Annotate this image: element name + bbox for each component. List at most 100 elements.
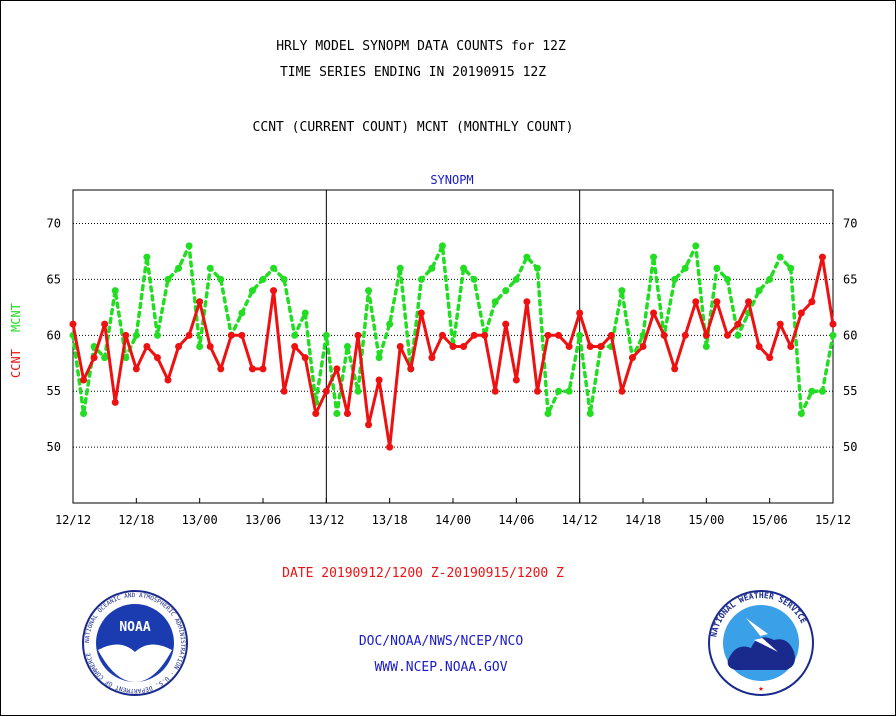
data-point-mcnt [713, 264, 721, 272]
data-point-ccnt [354, 331, 362, 339]
data-point-ccnt [755, 343, 763, 350]
data-point-ccnt [164, 376, 172, 384]
data-point-ccnt [460, 343, 468, 350]
y-axis-label-ccnt: CCNT [9, 349, 23, 378]
y-tick-label-left: 70 [47, 217, 61, 231]
data-point-ccnt [217, 365, 225, 373]
x-tick-label: 12/12 [55, 513, 91, 527]
data-point-mcnt [470, 275, 478, 283]
y-tick-label-right: 60 [843, 328, 857, 342]
data-point-ccnt [111, 398, 119, 406]
date-range-label: DATE 20190912/1200 Z-20190915/1200 Z [282, 566, 564, 581]
data-point-ccnt [227, 331, 235, 339]
data-point-mcnt [333, 410, 341, 418]
data-point-mcnt [196, 343, 204, 350]
data-point-mcnt [681, 264, 689, 272]
data-point-mcnt [354, 387, 362, 395]
data-point-ccnt [660, 331, 668, 339]
data-point-mcnt [291, 331, 299, 339]
data-point-mcnt [206, 264, 214, 272]
data-point-ccnt [555, 331, 563, 339]
data-point-ccnt [829, 320, 837, 328]
data-point-mcnt [797, 410, 805, 418]
data-point-ccnt [396, 343, 404, 350]
data-point-ccnt [533, 387, 541, 395]
data-point-mcnt [586, 410, 594, 418]
nws-star-icon: ★ [758, 684, 764, 694]
series-layer [69, 242, 837, 451]
data-point-mcnt [153, 331, 161, 339]
data-point-mcnt [808, 387, 816, 395]
data-point-mcnt [766, 275, 774, 283]
data-point-ccnt [206, 343, 214, 350]
noaa-bird-icon [98, 644, 172, 682]
url-link[interactable]: WWW.NCEP.NOAA.GOV [374, 660, 508, 675]
data-point-ccnt [185, 331, 193, 339]
x-tick-label: 13/06 [245, 513, 281, 527]
data-point-ccnt [248, 365, 256, 373]
data-point-ccnt [333, 365, 341, 373]
data-point-mcnt [248, 287, 256, 295]
data-point-mcnt [111, 287, 119, 295]
data-point-ccnt [291, 343, 299, 350]
data-point-ccnt [607, 331, 615, 339]
y-axis-label-group: CCNT MCNT [9, 303, 23, 378]
y-tick-label-left: 60 [47, 328, 61, 342]
chart-subtitle: CCNT (CURRENT COUNT) MCNT (MONTHLY COUNT… [252, 120, 574, 135]
nws-logo: NATIONAL WEATHER SERVICE ★ [708, 590, 814, 696]
chart-title-line2: TIME SERIES ENDING IN 20190915 12Z [279, 65, 547, 80]
data-point-ccnt [702, 331, 710, 339]
data-point-ccnt [502, 320, 510, 328]
data-point-mcnt [565, 387, 573, 395]
data-point-ccnt [808, 298, 816, 306]
x-tick-label: 15/00 [688, 513, 724, 527]
data-point-ccnt [470, 331, 478, 339]
data-point-mcnt [555, 387, 563, 395]
data-point-ccnt [238, 331, 246, 339]
data-point-ccnt [365, 421, 373, 429]
data-point-ccnt [301, 354, 309, 362]
data-point-ccnt [322, 387, 330, 395]
data-point-mcnt [671, 275, 679, 283]
data-point-ccnt [481, 331, 489, 339]
data-point-ccnt [312, 410, 320, 418]
data-point-ccnt [618, 387, 626, 395]
data-point-ccnt [766, 354, 774, 362]
data-point-mcnt [143, 253, 151, 261]
data-point-mcnt [217, 275, 225, 283]
data-point-ccnt [671, 365, 679, 373]
data-point-mcnt [417, 275, 425, 283]
x-tick-label: 13/12 [308, 513, 344, 527]
data-point-ccnt [101, 320, 109, 328]
x-tick-label: 15/12 [815, 513, 851, 527]
chart-title-line1: HRLY MODEL SYNOPM DATA COUNTS for 12Z [276, 39, 566, 54]
data-point-ccnt [512, 376, 520, 384]
y-tick-label-left: 50 [47, 440, 61, 454]
data-point-ccnt [449, 343, 457, 350]
data-point-ccnt [153, 354, 161, 362]
data-point-mcnt [101, 354, 109, 362]
data-point-ccnt [175, 343, 183, 350]
data-point-mcnt [544, 410, 552, 418]
data-point-mcnt [386, 320, 394, 328]
data-point-ccnt [132, 365, 140, 373]
y-tick-label-left: 55 [47, 384, 61, 398]
data-point-mcnt [270, 264, 278, 272]
x-tick-label: 14/12 [562, 513, 598, 527]
data-point-ccnt [681, 331, 689, 339]
data-point-ccnt [639, 343, 647, 350]
data-point-ccnt [386, 443, 394, 451]
data-point-ccnt [586, 343, 594, 350]
y-tick-label-left: 65 [47, 272, 61, 286]
data-point-ccnt [723, 331, 731, 339]
data-point-ccnt [343, 410, 351, 418]
data-point-mcnt [502, 287, 510, 295]
data-point-mcnt [343, 343, 351, 350]
data-point-mcnt [755, 287, 763, 295]
data-point-mcnt [734, 331, 742, 339]
nws-lightning-icon [746, 618, 778, 652]
data-point-mcnt [512, 275, 520, 283]
data-point-mcnt [396, 264, 404, 272]
data-point-ccnt [628, 354, 636, 362]
